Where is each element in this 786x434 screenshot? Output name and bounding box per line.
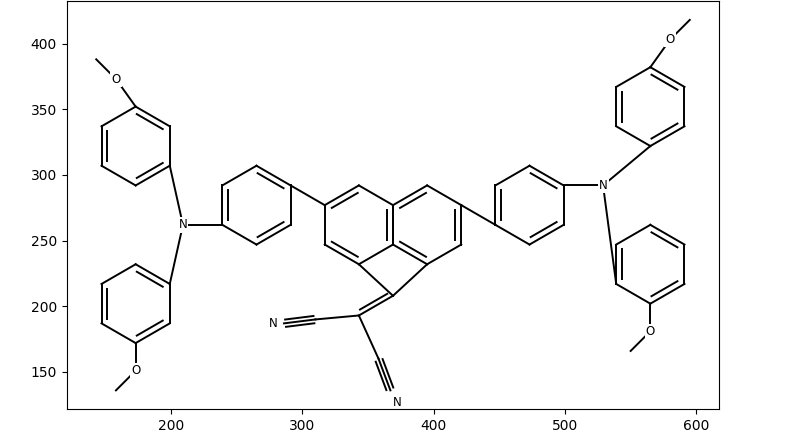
Text: O: O [131,364,140,377]
Text: N: N [269,317,277,330]
Text: N: N [178,218,187,231]
Text: O: O [666,33,674,46]
Text: O: O [112,72,120,85]
Text: N: N [599,179,608,192]
Text: O: O [646,325,655,338]
Text: N: N [393,396,402,409]
